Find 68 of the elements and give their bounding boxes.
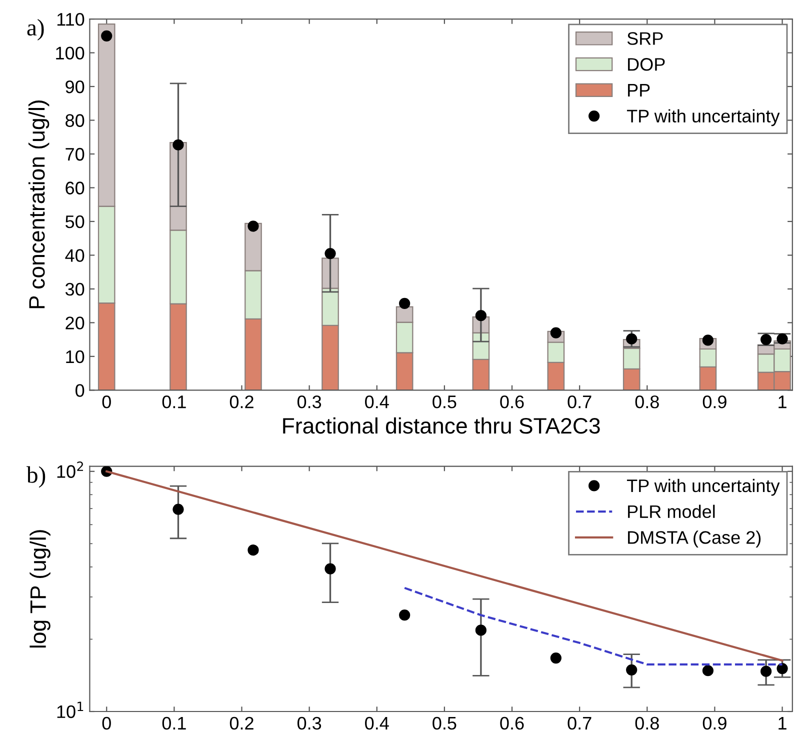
x-tick-label: 0.5 xyxy=(432,395,456,408)
y-tick-label: 30 xyxy=(65,282,84,296)
x-tick-label: 0 xyxy=(102,716,111,730)
point xyxy=(399,610,410,621)
text: a) xyxy=(27,19,44,40)
y-tick-label: 20 xyxy=(66,316,84,330)
point xyxy=(101,30,112,42)
point xyxy=(475,310,486,322)
point xyxy=(776,662,788,674)
point xyxy=(248,544,259,556)
y-tick-label: 70 xyxy=(66,148,84,161)
point xyxy=(760,666,772,677)
x-tick-label: 0.6 xyxy=(500,716,524,730)
y-axis-title: P concentration (ug/l) xyxy=(28,100,50,308)
point xyxy=(248,220,259,232)
x-axis-title: Fractional distance thru STA2C3 xyxy=(283,417,600,434)
x-tick-label: 0.3 xyxy=(297,716,322,730)
point xyxy=(324,563,336,574)
point xyxy=(702,334,714,346)
legend-label: TP with uncertainty xyxy=(626,478,780,496)
point xyxy=(550,652,562,664)
x-tick-label: 0.1 xyxy=(162,716,186,730)
y-tick-label: 40 xyxy=(65,249,84,262)
x-tick-label: 0.7 xyxy=(568,395,592,408)
x-tick-label: 0.9 xyxy=(702,395,726,408)
x-tick-label: 0.4 xyxy=(365,716,389,730)
x-tick-label: 1 xyxy=(778,717,786,730)
point xyxy=(626,664,638,676)
y-tick-label: 90 xyxy=(66,80,84,94)
legend-label: TP with uncertainty xyxy=(626,109,780,126)
y-tick-label: 10$^{1}$ xyxy=(57,702,84,718)
point xyxy=(776,333,788,344)
text: b) xyxy=(26,466,46,488)
x-tick-label: 0.2 xyxy=(230,395,254,408)
y-tick-label: 100 xyxy=(56,46,84,60)
x-tick-label: 0.6 xyxy=(500,395,524,408)
y-tick-label: 50 xyxy=(66,215,84,228)
legend-label: DMSTA (Case 2) xyxy=(628,530,761,548)
y-axis-title: log TP (ug/l) xyxy=(30,530,50,648)
x-tick-label: 1 xyxy=(778,396,786,408)
legend-label: PLR model xyxy=(628,504,715,518)
x-tick-label: 0.5 xyxy=(432,716,456,730)
x-tick-label: 0.8 xyxy=(635,716,659,730)
x-tick-label: 0.4 xyxy=(365,395,389,408)
y-tick-label: 110 xyxy=(57,12,84,26)
point xyxy=(626,333,638,344)
y-tick-label: 10$^{2}$ xyxy=(57,461,84,478)
y-tick-label: 10 xyxy=(66,350,84,364)
legend-label: DOP xyxy=(628,58,665,71)
point xyxy=(760,334,772,346)
point xyxy=(172,504,184,515)
y-tick-label: 0 xyxy=(76,384,84,397)
x-tick-label: 0.9 xyxy=(702,716,726,730)
legend-label: SRP xyxy=(627,32,663,45)
y-tick-label: 80 xyxy=(66,114,84,127)
point xyxy=(702,665,714,676)
point xyxy=(475,624,486,636)
x-tick-label: 0.3 xyxy=(297,395,322,408)
x-tick-label: 0.1 xyxy=(162,395,186,408)
point xyxy=(324,248,336,260)
x-tick-label: 0.8 xyxy=(635,395,659,408)
point xyxy=(399,298,410,310)
x-tick-label: 0 xyxy=(102,395,111,408)
x-tick-label: 0.2 xyxy=(230,716,254,730)
y-tick-label: 60 xyxy=(66,182,84,194)
legend-label: PP xyxy=(628,84,650,96)
point xyxy=(172,139,184,150)
x-tick-label: 0.7 xyxy=(568,716,592,730)
